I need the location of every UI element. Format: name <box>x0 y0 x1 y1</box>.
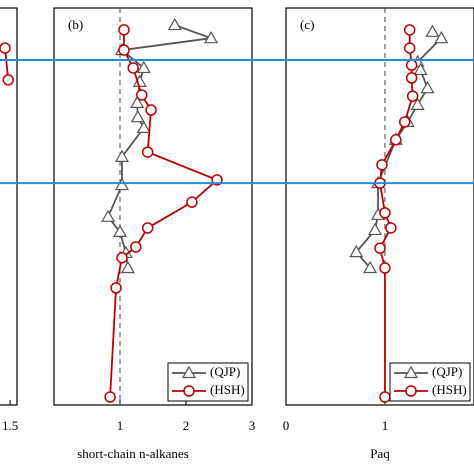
legend-frame <box>389 362 471 402</box>
marker <box>349 244 364 258</box>
legend-marker <box>183 385 195 397</box>
marker <box>167 17 182 31</box>
marker <box>204 30 219 44</box>
marker <box>101 209 116 222</box>
x-tick-label: 1.5 <box>2 418 18 433</box>
marker <box>120 260 135 274</box>
marker <box>116 251 128 264</box>
x-axis-label: short-chain n-alkanes <box>77 446 189 461</box>
x-tick-label: 1 <box>117 418 124 433</box>
marker <box>434 30 449 44</box>
marker <box>186 196 198 208</box>
legend-label: (QJP) <box>432 364 462 379</box>
x-tick-label: 3 <box>249 418 256 433</box>
marker <box>374 242 386 254</box>
marker <box>136 89 148 101</box>
marker <box>405 59 418 71</box>
marker <box>130 95 145 108</box>
legend-frame <box>167 362 249 402</box>
legend-marker <box>405 385 417 397</box>
plot-frame <box>53 7 253 406</box>
x-tick-label: 2 <box>183 418 190 433</box>
marker <box>385 222 397 234</box>
plot-frame <box>285 7 474 406</box>
marker <box>363 260 378 274</box>
legend-label: (HSH) <box>210 382 245 397</box>
x-tick-label: 0 <box>283 418 290 433</box>
marker <box>406 90 419 102</box>
marker <box>379 207 391 219</box>
marker <box>368 222 383 236</box>
plot-frame <box>0 7 18 406</box>
marker <box>390 134 402 146</box>
legend-label: (QJP) <box>210 364 240 379</box>
marker <box>127 62 139 74</box>
marker <box>141 146 154 158</box>
legend-marker <box>403 365 419 379</box>
marker <box>145 104 157 116</box>
marker <box>425 24 440 37</box>
marker <box>379 262 391 274</box>
marker <box>420 80 435 94</box>
x-axis-label: Paq <box>370 446 390 461</box>
legend-marker <box>181 365 197 379</box>
marker <box>141 222 154 234</box>
marker <box>413 62 428 76</box>
marker <box>136 60 151 74</box>
legend-label: (HSH) <box>432 382 467 397</box>
marker <box>379 391 391 403</box>
marker <box>114 177 130 191</box>
panel-label: (b) <box>68 17 83 32</box>
marker <box>136 120 151 133</box>
marker <box>130 109 145 123</box>
panel-label: (c) <box>300 17 314 32</box>
marker <box>112 224 128 238</box>
marker <box>130 241 142 253</box>
marker <box>104 391 116 403</box>
marker <box>2 74 14 86</box>
marker <box>376 159 388 171</box>
series-line <box>109 29 219 398</box>
marker <box>0 42 11 54</box>
marker <box>403 42 416 54</box>
marker <box>410 97 425 110</box>
marker <box>118 24 130 36</box>
series-line <box>355 31 443 269</box>
x-tick-label: 1 <box>382 418 389 433</box>
marker <box>398 116 411 128</box>
marker <box>118 44 130 56</box>
marker <box>403 24 416 36</box>
marker <box>110 282 122 294</box>
marker <box>405 72 418 84</box>
marker <box>114 149 130 162</box>
